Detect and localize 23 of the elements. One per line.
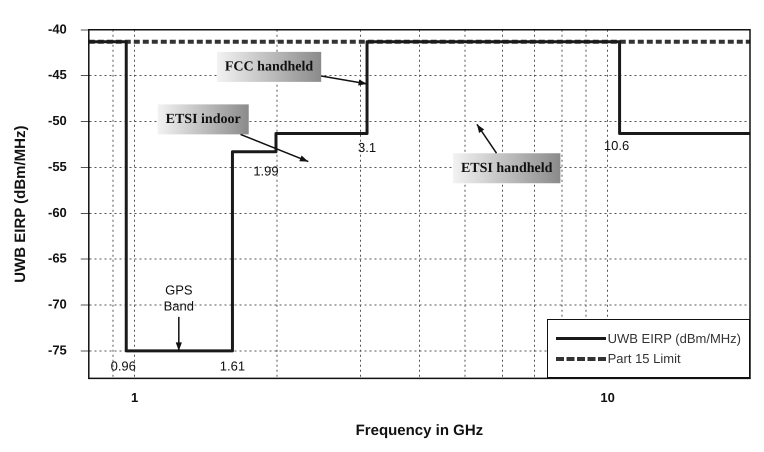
annotation: 10.6 (604, 138, 630, 154)
y-tick-label: -75 (48, 342, 67, 358)
legend-label: UWB EIRP (dBm/MHz) (608, 331, 741, 346)
annotation: 1.61 (220, 358, 246, 374)
annotation: ETSI indoor (166, 112, 241, 127)
annotation: 3.1 (358, 140, 376, 156)
y-tick-label: -60 (48, 204, 67, 220)
annotation: FCC handheld (224, 60, 314, 75)
annotation: 1.99 (253, 163, 279, 178)
y-axis-title: UWB EIRP (dBm/MHz) (12, 125, 30, 283)
y-tick-label: -50 (48, 113, 67, 128)
annotation: ETSI handheld (460, 160, 553, 176)
y-tick-label: -40 (48, 21, 67, 36)
y-tick-label: -65 (48, 250, 67, 266)
annotation: GPS Band (164, 282, 194, 314)
x-tick-label: 10 (600, 390, 615, 405)
y-tick-label: -55 (48, 158, 67, 174)
x-tick-label: 1 (131, 390, 138, 405)
annotation: 0.96 (110, 358, 136, 374)
y-tick-label: -45 (48, 67, 67, 82)
x-axis-title: Frequency in GHz (356, 422, 484, 440)
y-tick-label: -70 (48, 296, 67, 312)
legend-label: Part 15 Limit (608, 351, 681, 366)
